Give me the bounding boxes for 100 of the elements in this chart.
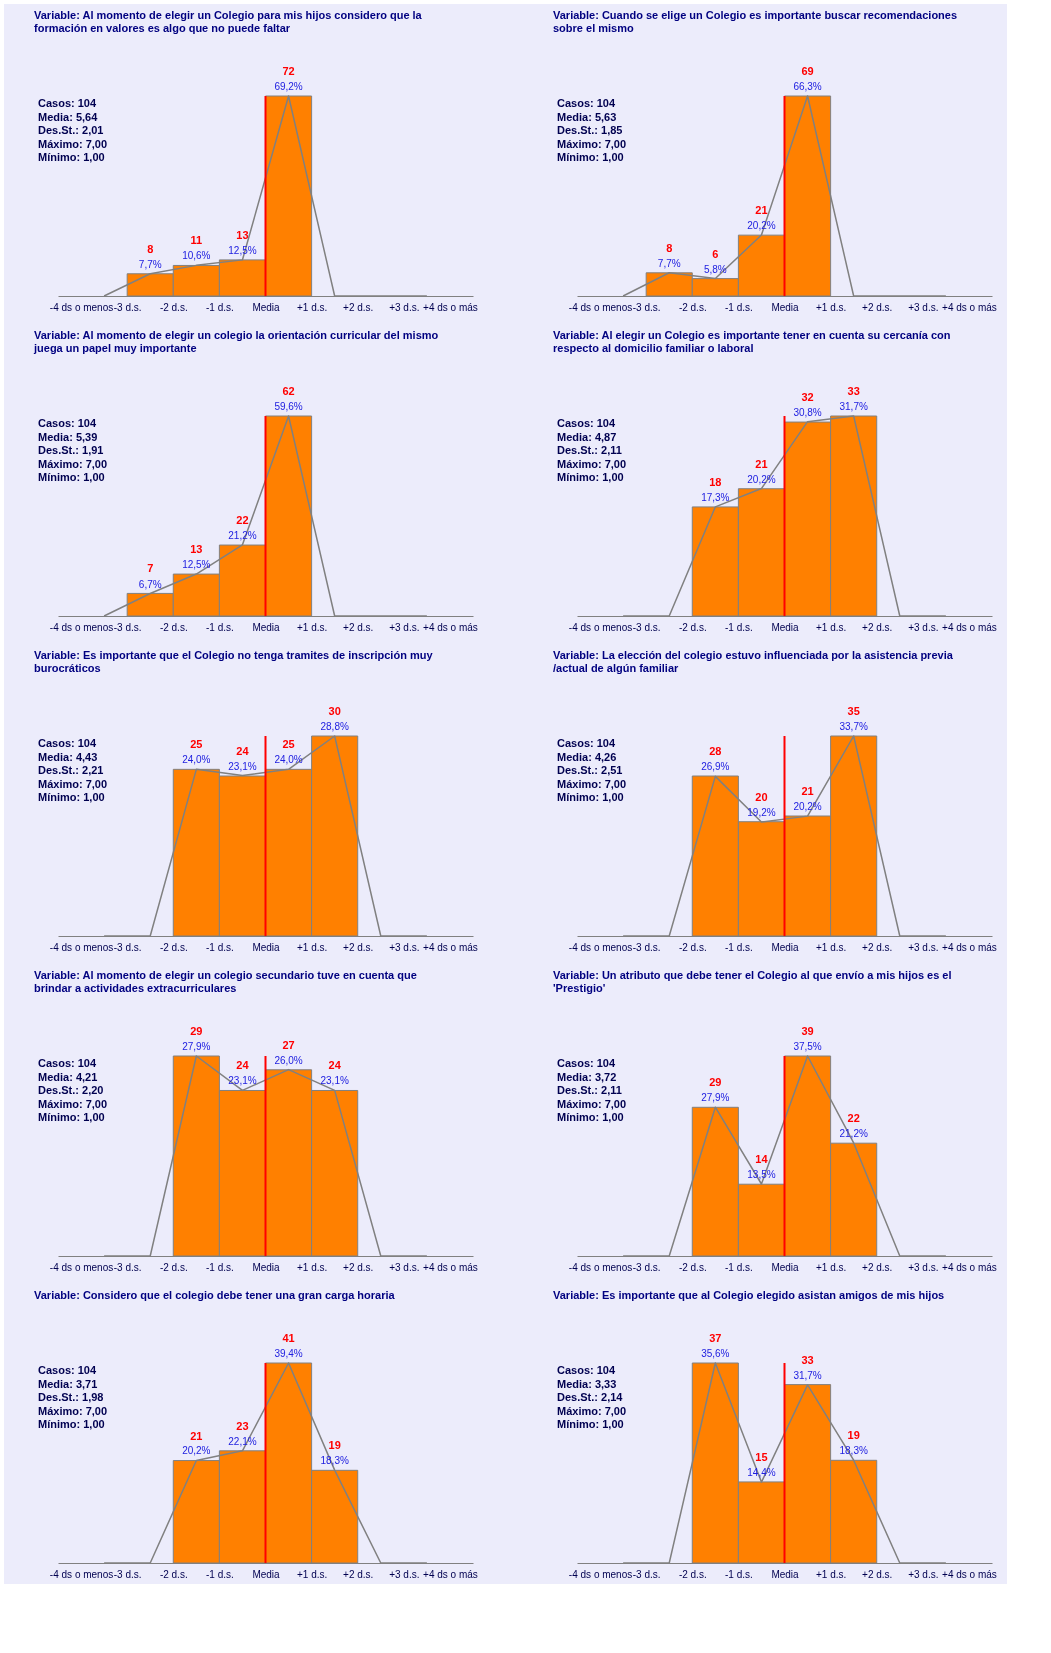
x-tick-label: -3 d.s. — [632, 301, 661, 313]
x-tick-label: Media — [252, 1261, 281, 1273]
x-tick-label: +3 d.s. — [389, 1568, 420, 1580]
annotation: Casos: 104 — [38, 1364, 97, 1376]
x-tick-label: -3 d.s. — [113, 1568, 142, 1580]
data-label: 6,7% — [138, 578, 162, 590]
annotation: Des.St.: 1,85 — [557, 124, 623, 136]
x-tick-label: +2 d.s. — [862, 1568, 893, 1580]
annotation: Media: 5,39 — [38, 430, 98, 443]
data-label: 22 — [847, 1112, 860, 1125]
data-label: 69 — [801, 65, 814, 77]
data-label: 18,3% — [839, 1445, 868, 1457]
data-label: 12,5% — [228, 244, 257, 256]
x-tick-label: Media — [252, 1568, 281, 1580]
x-tick-label: -4 ds o menos — [568, 1261, 633, 1273]
x-tick-label: +2 d.s. — [343, 301, 374, 313]
x-tick-label: -4 ds o menos — [568, 941, 633, 953]
x-tick-label: +1 d.s. — [296, 1568, 328, 1580]
data-label: 5,8% — [703, 263, 727, 275]
data-label: 13,5% — [747, 1169, 776, 1180]
x-tick-label: +4 ds o más — [942, 301, 997, 313]
x-tick-label: -2 d.s. — [678, 1568, 707, 1580]
annotation: Des.St.: 1,91 — [38, 444, 104, 456]
data-label: 18 — [709, 475, 722, 488]
x-tick-label: +3 d.s. — [389, 941, 420, 953]
x-tick-label: -1 d.s. — [724, 301, 753, 313]
chart-title: Variable: Al elegir un Colegio es importante tener en cuenta su cercanía con respecto al domicilio familiar o laboral — [553, 329, 951, 354]
data-label: 62 — [282, 385, 295, 397]
x-tick-label: -1 d.s. — [205, 1261, 234, 1273]
data-label: 24 — [236, 745, 250, 757]
x-tick-label: +4 ds o más — [423, 621, 478, 633]
x-tick-label: -4 ds o menos — [49, 621, 114, 633]
x-tick-label: +1 d.s. — [815, 941, 847, 953]
x-tick-label: -2 d.s. — [678, 941, 707, 953]
x-tick-label: -2 d.s. — [159, 1568, 188, 1580]
annotation: Des.St.: 2,01 — [38, 124, 104, 136]
data-label: 26,0% — [274, 1054, 303, 1066]
chart-title: Variable: Al momento de elegir un colegio la orientación curricular del mismo juega un papel muy importante — [33, 329, 439, 354]
x-tick-label: +3 d.s. — [908, 941, 939, 953]
x-tick-label: -3 d.s. — [113, 621, 142, 633]
annotation: Casos: 104 — [557, 417, 616, 429]
annotation: Media: 4,87 — [557, 430, 617, 443]
x-tick-label: -3 d.s. — [113, 1261, 142, 1273]
data-label: 27,9% — [182, 1041, 211, 1052]
data-label: 24 — [328, 1059, 342, 1072]
x-tick-label: +3 d.s. — [389, 621, 420, 633]
chart-title: Variable: Al momento de elegir un Colegio para mis hijos considero que la formación en valores es algo que no puede faltar — [34, 9, 423, 34]
x-tick-label: +1 d.s. — [815, 301, 847, 313]
data-label: 31,7% — [793, 1369, 822, 1381]
x-tick-label: Media — [771, 301, 800, 313]
x-tick-label: +2 d.s. — [862, 1261, 893, 1273]
data-label: 39,4% — [274, 1348, 303, 1359]
x-tick-label: +4 ds o más — [942, 621, 997, 633]
data-label: 20,2% — [793, 801, 822, 813]
x-tick-label: -4 ds o menos — [568, 1568, 633, 1580]
data-label: 24,0% — [274, 754, 303, 766]
data-label: 23,1% — [228, 1075, 257, 1087]
data-label: 21 — [755, 457, 768, 470]
annotation: Mínimo: 1,00 — [557, 151, 624, 163]
data-label: 23 — [236, 1419, 249, 1432]
x-tick-label: +3 d.s. — [908, 1568, 939, 1580]
annotation: Des.St.: 2,14 — [557, 1391, 624, 1403]
chart-title: Variable: Cuando se elige un Colegio es importante buscar recomendaciones sobre el mismo — [553, 9, 958, 34]
data-label: 33,7% — [839, 721, 868, 732]
annotation: Media: 5,63 — [557, 110, 617, 123]
x-tick-label: -4 ds o menos — [568, 621, 633, 633]
data-label: 8 — [666, 241, 673, 254]
x-tick-label: +4 ds o más — [423, 1261, 478, 1273]
data-label: 30 — [328, 705, 341, 717]
x-tick-label: +1 d.s. — [296, 941, 328, 953]
annotation: Des.St.: 2,51 — [557, 764, 623, 776]
annotation: Máximo: 7,00 — [38, 457, 108, 470]
x-tick-label: +1 d.s. — [296, 1261, 328, 1273]
annotation: Casos: 104 — [38, 737, 97, 749]
x-tick-label: Media — [771, 1261, 800, 1273]
data-label: 32 — [801, 391, 814, 404]
annotation: Casos: 104 — [557, 1364, 616, 1376]
data-label: 30,8% — [793, 406, 822, 418]
data-label: 19 — [328, 1439, 341, 1452]
x-tick-label: -3 d.s. — [632, 621, 661, 633]
annotation: Casos: 104 — [38, 417, 97, 429]
chart-title: Variable: Es importante que al Colegio elegido asistan amigos de mis hijos — [553, 1289, 945, 1301]
x-tick-label: -3 d.s. — [113, 301, 142, 313]
x-tick-label: +3 d.s. — [908, 1261, 939, 1273]
data-label: 21,2% — [228, 529, 257, 541]
x-tick-label: Media — [252, 621, 281, 633]
x-tick-label: +4 ds o más — [423, 1568, 478, 1580]
data-label: 13 — [236, 228, 249, 241]
x-tick-label: -3 d.s. — [632, 1261, 661, 1273]
x-tick-label: +4 ds o más — [942, 1568, 997, 1580]
chart-title: Variable: Al momento de elegir un colegio secundario tuve en cuenta que brindar a actividades extracurriculares — [34, 969, 417, 994]
data-label: 10,6% — [182, 250, 211, 262]
annotation: Mínimo: 1,00 — [38, 151, 105, 163]
annotation: Mínimo: 1,00 — [38, 1418, 105, 1430]
annotation: Máximo: 7,00 — [557, 137, 627, 150]
x-tick-label: +3 d.s. — [908, 301, 939, 313]
data-label: 59,6% — [274, 401, 303, 412]
data-label: 11 — [190, 234, 203, 247]
annotation: Máximo: 7,00 — [557, 1404, 627, 1417]
data-label: 21 — [190, 1429, 203, 1442]
